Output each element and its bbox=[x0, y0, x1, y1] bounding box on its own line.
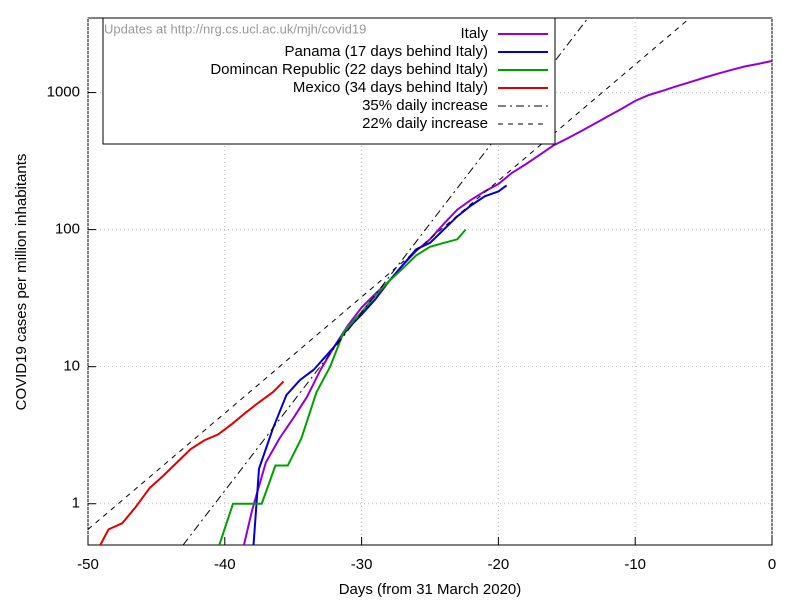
series-line bbox=[218, 228, 467, 545]
x-tick-label: -20 bbox=[488, 556, 510, 573]
y-tick-label: 1 bbox=[72, 495, 80, 512]
series-line bbox=[88, 18, 691, 530]
plot-area bbox=[88, 18, 772, 545]
legend-label: Mexico (34 days behind Italy) bbox=[293, 79, 488, 96]
x-tick-label: -40 bbox=[214, 556, 236, 573]
x-tick-label: -10 bbox=[624, 556, 646, 573]
x-tick-label: -30 bbox=[351, 556, 373, 573]
legend-box bbox=[102, 17, 556, 145]
x-tick-label: -50 bbox=[77, 556, 99, 573]
series-line bbox=[99, 380, 285, 545]
y-tick-label: 100 bbox=[55, 221, 80, 238]
x-tick-label: 0 bbox=[768, 556, 776, 573]
y-tick-label: 1000 bbox=[47, 84, 80, 101]
series-line bbox=[242, 60, 772, 545]
legend-label: Panama (17 days behind Italy) bbox=[285, 43, 488, 60]
series-line bbox=[252, 184, 508, 545]
x-axis-label: Days (from 31 March 2020) bbox=[339, 581, 522, 598]
legend-label: 35% daily increase bbox=[362, 97, 488, 114]
y-tick-label: 10 bbox=[63, 358, 80, 375]
legend-label: Italy bbox=[460, 25, 488, 42]
y-axis-label: COVID19 cases per million inhabitants bbox=[13, 154, 30, 411]
annotation: Updates at http://nrg.cs.ucl.ac.uk/mjh/c… bbox=[104, 21, 366, 36]
legend-label: Domincan Republic (22 days behind Italy) bbox=[210, 61, 488, 78]
legend-label: 22% daily increase bbox=[362, 115, 488, 132]
